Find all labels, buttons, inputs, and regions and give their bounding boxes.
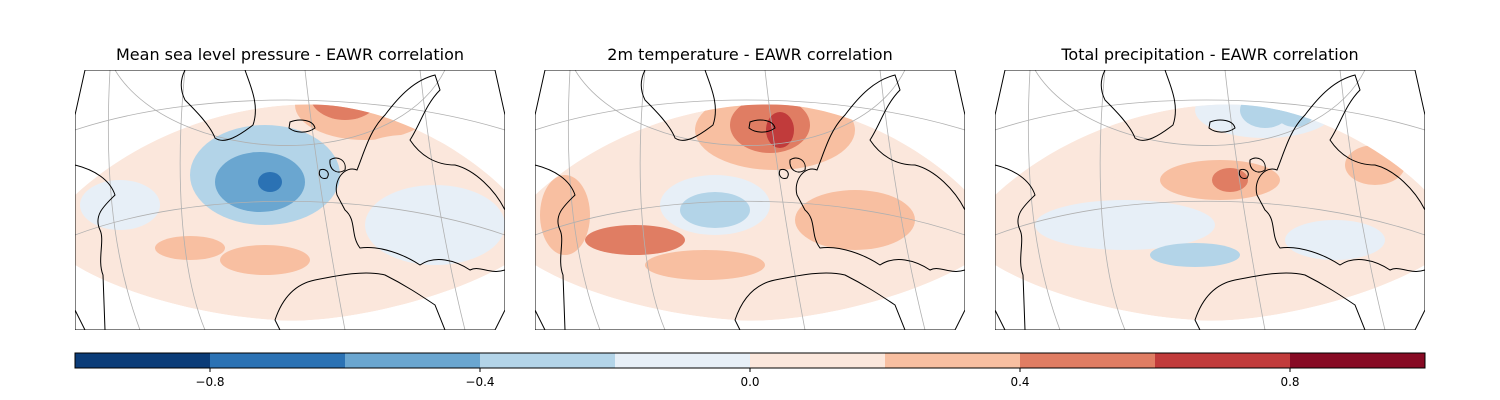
colorbar-tick-label: 0.0 [740, 375, 759, 389]
graticule [535, 70, 965, 330]
correlation-contour [1285, 220, 1385, 260]
correlation-contour [1150, 243, 1240, 267]
field-background [995, 104, 1425, 321]
graticule [75, 70, 505, 330]
correlation-contour [795, 190, 915, 250]
colorbar-segment [750, 353, 885, 368]
colorbar-segment [345, 353, 480, 368]
colorbar-tick-label: −0.8 [195, 375, 224, 389]
colorbar-segment [75, 353, 210, 368]
correlation-contour [1035, 200, 1215, 250]
panel-title-t2m: 2m temperature - EAWR correlation [607, 45, 893, 64]
map-frame [75, 70, 505, 330]
correlation-contour [310, 104, 380, 120]
correlation-contour [540, 175, 590, 255]
correlation-contour [1240, 104, 1290, 128]
colorbar-segment [885, 353, 1020, 368]
correlation-field [535, 104, 965, 321]
colorbar-segment [1155, 353, 1290, 368]
map-panel-tp [995, 70, 1425, 330]
colorbar-segment [210, 353, 345, 368]
correlation-contour [1035, 160, 1115, 190]
correlation-contour [365, 185, 505, 265]
panel-title-mslp: Mean sea level pressure - EAWR correlati… [116, 45, 464, 64]
correlation-contour [220, 245, 310, 275]
map-panel-mslp [75, 70, 505, 330]
map-frame [995, 70, 1425, 330]
correlation-contour [645, 250, 765, 280]
correlation-contour [155, 236, 225, 260]
correlation-contour [766, 112, 794, 148]
colorbar: −0.8 −0.4 0.0 0.4 0.8 [74, 352, 1426, 389]
correlation-contour [585, 225, 685, 255]
colorbar-segment [1020, 353, 1155, 368]
map-panel-t2m [535, 70, 965, 330]
map-frame [535, 70, 965, 330]
colorbar-segment [1290, 353, 1425, 368]
correlation-field [995, 104, 1425, 321]
correlation-contour [80, 180, 160, 230]
correlation-contour [332, 80, 368, 104]
colorbar-tick-label: 0.4 [1010, 375, 1029, 389]
coastlines [995, 70, 1425, 330]
coastlines [535, 70, 965, 330]
coastlines [75, 70, 505, 330]
colorbar-tick-label: 0.8 [1280, 375, 1299, 389]
colorbar-segment [480, 353, 615, 368]
correlation-contour [1212, 168, 1248, 192]
colorbar-tick-label: −0.4 [465, 375, 494, 389]
correlation-contour [258, 172, 282, 192]
correlation-field [75, 80, 505, 321]
correlation-contour [680, 192, 750, 228]
panel-title-tp: Total precipitation - EAWR correlation [1061, 45, 1359, 64]
correlation-contour [1277, 104, 1313, 127]
colorbar-segment [615, 353, 750, 368]
graticule [995, 70, 1425, 330]
